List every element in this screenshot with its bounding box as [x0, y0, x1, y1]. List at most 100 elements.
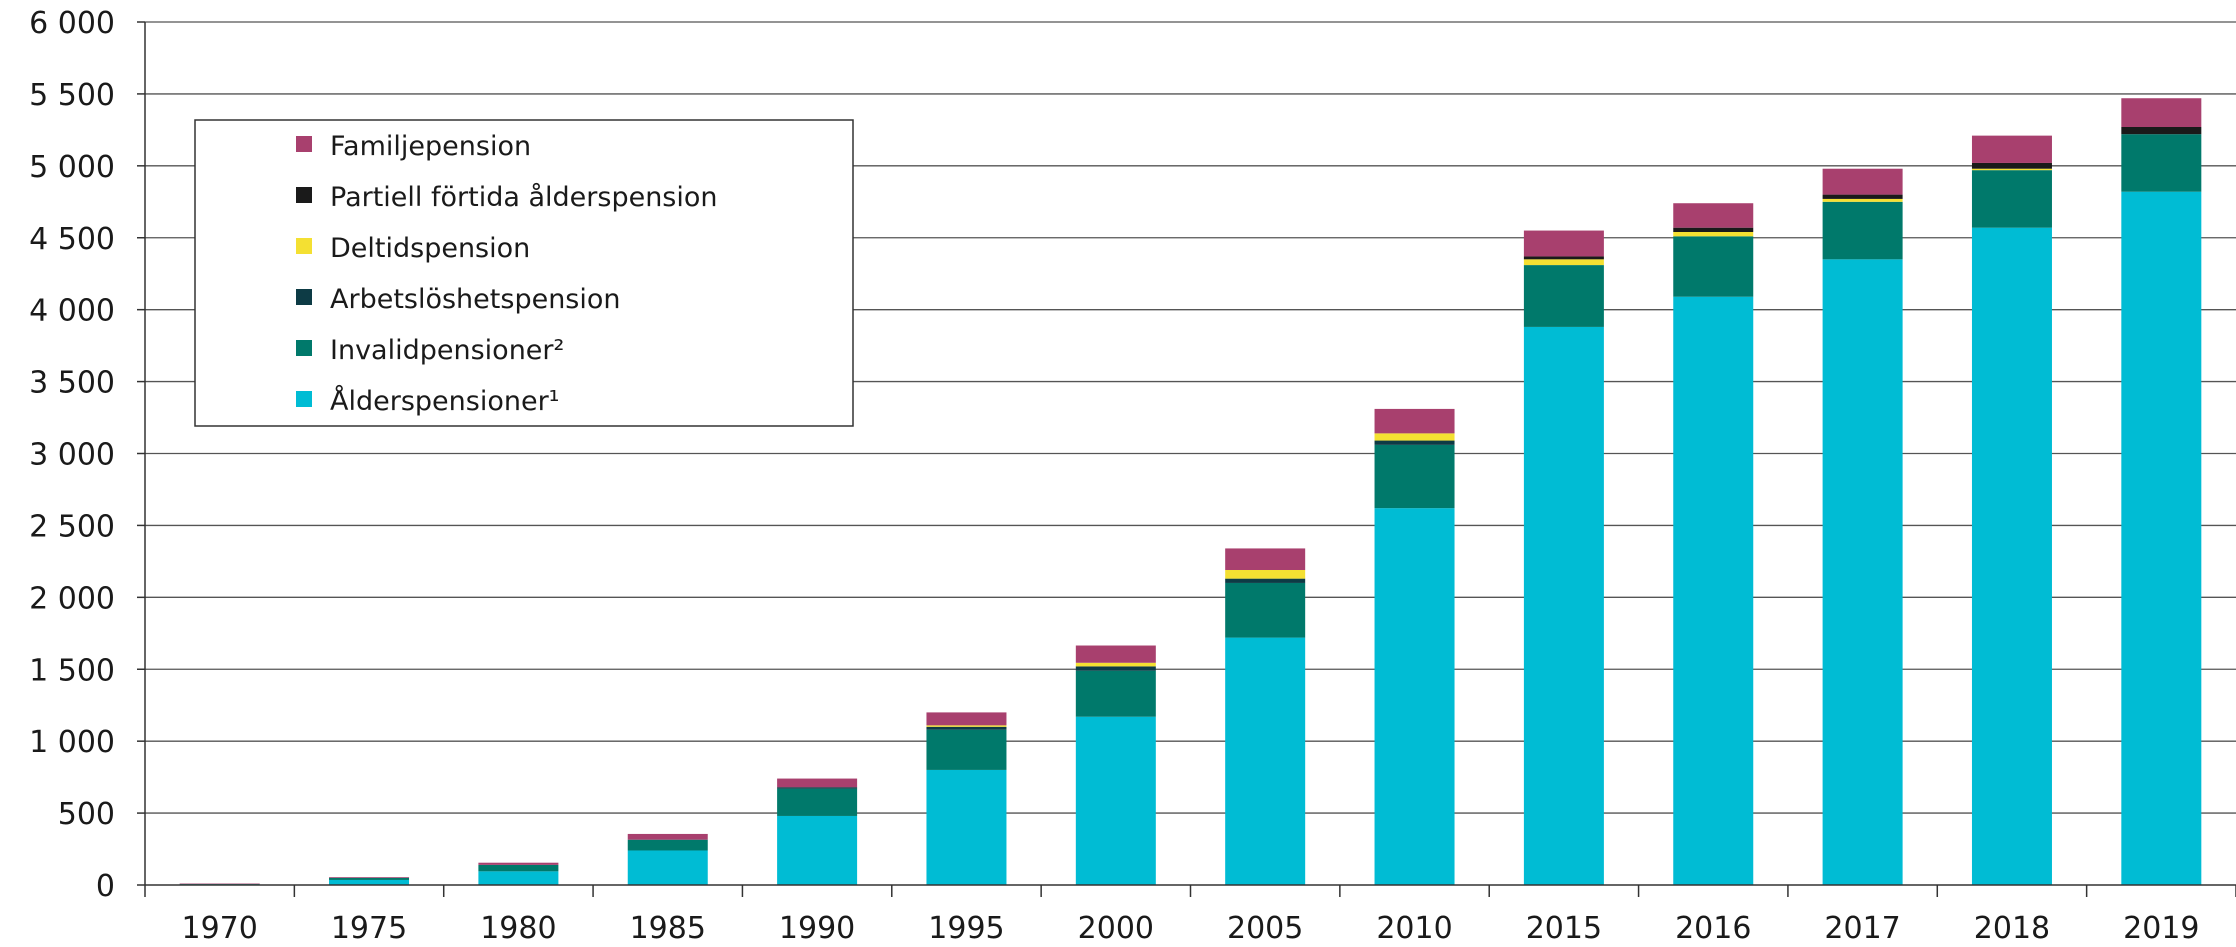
bar-segment — [1523, 326, 1604, 886]
bar-segment — [1374, 408, 1455, 434]
bar-segment — [1971, 135, 2052, 163]
bar-segment — [1673, 227, 1754, 232]
bar-segment — [1075, 662, 1156, 667]
bar-segment — [1673, 236, 1754, 297]
legend-label: Ålderspensioner¹ — [330, 385, 560, 417]
bar-segment — [179, 883, 260, 885]
bar-segment — [1225, 578, 1306, 583]
bar-segment — [1523, 256, 1604, 260]
x-tick-label: 2015 — [1526, 911, 1602, 946]
bar-segment — [777, 787, 858, 789]
bar-segment — [1225, 548, 1306, 571]
bar-segment — [1673, 203, 1754, 228]
legend: Familjepension Partiell förtida ålderspen… — [194, 119, 854, 427]
y-axis-tick-labels: 0 500 1 000 1 500 2 000 2 500 3 000 3 500 4 000 4… — [29, 6, 115, 904]
bar-segment — [329, 879, 410, 885]
bar-segment — [1374, 440, 1455, 445]
y-tick-label: 4 500 — [29, 222, 115, 257]
bar-segment — [179, 883, 260, 885]
bar-segment — [329, 877, 410, 878]
bar-segment — [1673, 296, 1754, 885]
bar-segment — [926, 726, 1007, 730]
bar-segment — [627, 833, 708, 840]
bar-segment — [1822, 168, 1903, 195]
bar-segment — [1822, 194, 1903, 199]
bar-segment — [2121, 98, 2202, 127]
legend-swatch — [296, 238, 312, 254]
bar-segment — [1822, 198, 1903, 202]
x-axis-tick-labels: 1970 1975 1980 1985 1990 1995 2000 2005 2010 2015… — [181, 911, 2199, 946]
bar-segment — [1673, 231, 1754, 237]
y-tick-label: 3 500 — [29, 366, 115, 401]
x-tick-label: 2017 — [1824, 911, 1900, 946]
bar-segment — [926, 769, 1007, 885]
bar-segment — [627, 839, 708, 851]
y-tick-label: 3 000 — [29, 438, 115, 473]
x-tick-label: 2018 — [1974, 911, 2050, 946]
y-tick-label: 5 000 — [29, 150, 115, 185]
legend-swatch — [296, 340, 312, 356]
bar-segment — [777, 788, 858, 816]
y-tick-label: 2 000 — [29, 581, 115, 616]
y-tick-label: 500 — [58, 797, 115, 832]
bar-segment — [926, 712, 1007, 726]
y-tick-label: 0 — [96, 869, 115, 904]
bar-segment — [1971, 168, 2052, 171]
legend-box — [194, 119, 854, 427]
x-tick-label: 2000 — [1078, 911, 1154, 946]
bar-segment — [926, 729, 1007, 770]
bar-segment — [478, 871, 559, 885]
y-tick-label: 4 000 — [29, 294, 115, 329]
bar-segment — [926, 725, 1007, 727]
legend-swatch — [296, 187, 312, 203]
bar-segment — [1225, 637, 1306, 885]
bar-segment — [777, 815, 858, 885]
x-tick-label: 2019 — [2123, 911, 2199, 946]
x-tick-label: 1985 — [630, 911, 706, 946]
bar-segment — [1374, 433, 1455, 441]
bar-segment — [2121, 191, 2202, 885]
bar-segment — [777, 778, 858, 788]
bar-segment — [1075, 645, 1156, 663]
bar-segment — [1374, 444, 1455, 509]
bar-segment — [627, 850, 708, 885]
y-tick-label: 2 500 — [29, 509, 115, 544]
x-tick-label: 2005 — [1227, 911, 1303, 946]
bar-segment — [2121, 134, 2202, 192]
bar-segment — [1523, 259, 1604, 266]
bar-segment — [1971, 162, 2052, 169]
bar-segment — [1523, 230, 1604, 257]
bar-segment — [1971, 170, 2052, 228]
bar-segment — [1822, 259, 1903, 885]
axes — [137, 21, 2236, 897]
bar-segment — [478, 864, 559, 872]
bar-segment — [1822, 201, 1903, 260]
legend-label: Familjepension — [330, 131, 531, 162]
bar-segment — [2121, 126, 2202, 135]
bars — [179, 98, 2202, 886]
bar-segment — [329, 877, 410, 880]
x-tick-label: 2010 — [1376, 911, 1452, 946]
y-tick-label: 6 000 — [29, 6, 115, 41]
legend-label: Arbetslöshetspension — [330, 284, 621, 315]
x-tick-label: 1990 — [779, 911, 855, 946]
bar-segment — [1225, 582, 1306, 638]
legend-label: Partiell förtida ålderspension — [330, 182, 718, 213]
bar-segment — [1075, 666, 1156, 671]
bar-segment — [1225, 570, 1306, 579]
legend-swatch — [296, 289, 312, 305]
legend-label: Invalidpensioner² — [330, 335, 564, 366]
y-tick-label: 5 500 — [29, 78, 115, 113]
bar-segment — [1374, 508, 1455, 885]
x-tick-label: 1975 — [331, 911, 407, 946]
legend-swatch — [296, 136, 312, 152]
bar-segment — [478, 862, 559, 865]
bar-segment — [1075, 670, 1156, 717]
x-tick-label: 1980 — [480, 911, 556, 946]
gridlines — [145, 21, 2236, 814]
legend-label: Deltidspension — [330, 233, 530, 264]
legend-swatch — [296, 391, 312, 407]
bar-segment — [1523, 265, 1604, 327]
y-tick-label: 1 000 — [29, 725, 115, 760]
